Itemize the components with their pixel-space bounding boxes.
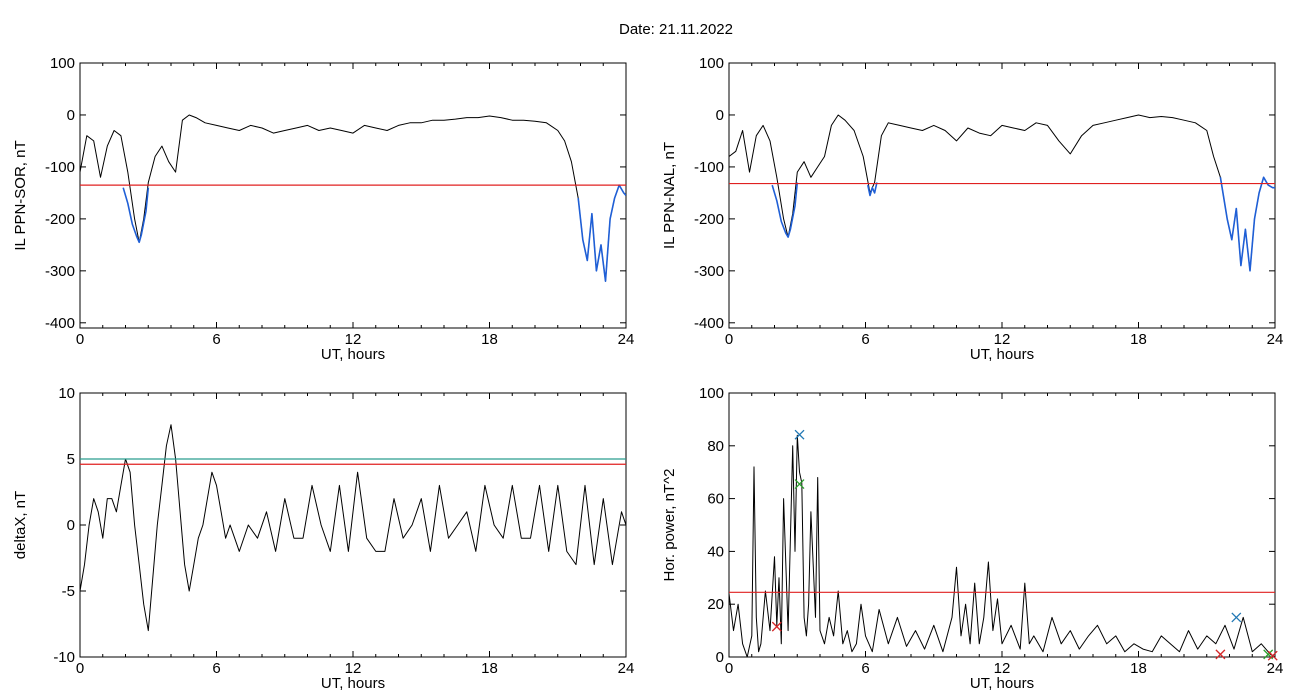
x-axis-label: UT, hours: [970, 675, 1034, 692]
y-tick-label: -400: [45, 315, 75, 332]
chart-panel-deltax: 0 6 12 18 24 10 5 0 -5 -10 UT, hours deltaX, nT: [12, 385, 634, 692]
x-tick-label: 6: [861, 331, 869, 348]
x-tick-label: 0: [725, 660, 733, 677]
y-tick-label: 0: [716, 649, 724, 666]
x-tick-label: 24: [618, 331, 635, 348]
x-marker: [1215, 649, 1226, 660]
x-tick-label: 12: [345, 660, 362, 677]
series-highlight-line: [1219, 176, 1275, 272]
y-tick-label: -200: [694, 211, 724, 228]
x-tick-label: 6: [861, 660, 869, 677]
series-line: [80, 114, 626, 282]
x-marker: [794, 429, 805, 440]
chart-panel-hor-power: 0 6 12 18 24 100 80 60 40 20 0 UT, hours Hor. power,…: [661, 385, 1283, 692]
x-tick-label: 0: [725, 331, 733, 348]
x-marker-stroke: [794, 479, 805, 490]
series-highlight-line: [122, 187, 150, 244]
series-highlight-line: [771, 182, 799, 238]
x-marker-stroke: [1267, 650, 1278, 661]
x-tick-label: 18: [481, 331, 498, 348]
y-tick-label: 100: [699, 55, 724, 72]
x-tick-label: 18: [481, 660, 498, 677]
y-tick-label: 0: [67, 517, 75, 534]
y-tick-label: -300: [694, 263, 724, 280]
x-marker-stroke: [794, 429, 805, 440]
x-marker-stroke: [1215, 649, 1226, 660]
y-axis-label: IL PPN-NAL, nT: [661, 142, 678, 249]
series-highlight-line: [577, 184, 626, 283]
y-tick-label: -5: [62, 583, 75, 600]
chart-panel-ppn-sor: 0 6 12 18 24 100 0 -100 -200 -300 -400 UT, hours IL …: [12, 55, 634, 363]
x-marker: [771, 621, 782, 632]
x-axis-label: UT, hours: [321, 675, 385, 692]
x-tick-label: 0: [76, 331, 84, 348]
y-axis-label: IL PPN-SOR, nT: [12, 140, 29, 250]
plot-area: [729, 114, 1275, 272]
x-tick-label: 12: [345, 331, 362, 348]
plot-frame: [79, 392, 627, 658]
plot-frame: [728, 62, 1276, 329]
y-tick-label: 10: [58, 385, 75, 402]
x-tick-label: 24: [618, 660, 635, 677]
y-tick-label: 60: [707, 491, 724, 508]
x-marker: [794, 479, 805, 490]
x-tick-label: 24: [1267, 331, 1284, 348]
x-tick-label: 6: [212, 660, 220, 677]
y-tick-label: -400: [694, 315, 724, 332]
y-tick-label: 40: [707, 543, 724, 560]
series-line: [729, 434, 1275, 657]
y-tick-label: 0: [716, 107, 724, 124]
series-highlight-line: [867, 182, 878, 197]
x-marker-stroke: [1231, 612, 1242, 623]
y-tick-label: 20: [707, 596, 724, 613]
series-line: [80, 424, 626, 632]
series-line: [729, 114, 1275, 272]
plot-area: [80, 114, 626, 283]
y-tick-label: 100: [699, 385, 724, 402]
y-axis-label: deltaX, nT: [12, 491, 29, 559]
plot-area: [80, 424, 626, 632]
y-tick-label: -300: [45, 263, 75, 280]
y-tick-label: -200: [45, 211, 75, 228]
x-tick-label: 0: [76, 660, 84, 677]
y-tick-label: 5: [67, 451, 75, 468]
x-tick-label: 18: [1130, 331, 1147, 348]
x-axis-label: UT, hours: [321, 346, 385, 363]
x-tick-label: 18: [1130, 660, 1147, 677]
y-tick-label: 80: [707, 438, 724, 455]
x-tick-label: 24: [1267, 660, 1284, 677]
x-tick-label: 12: [994, 660, 1011, 677]
x-marker: [1267, 650, 1278, 661]
date-title: Date: 21.11.2022: [619, 21, 733, 38]
y-tick-label: -100: [45, 159, 75, 176]
x-axis-label: UT, hours: [970, 346, 1034, 363]
x-tick-label: 12: [994, 331, 1011, 348]
y-tick-label: 0: [67, 107, 75, 124]
y-tick-label: -10: [53, 649, 75, 666]
x-marker-stroke: [771, 621, 782, 632]
x-marker: [1231, 612, 1242, 623]
plot-frame: [79, 62, 627, 329]
x-tick-label: 6: [212, 331, 220, 348]
y-tick-label: -100: [694, 159, 724, 176]
chart-panel-ppn-nal: 0 6 12 18 24 100 0 -100 -200 -300 -400 UT, hours IL …: [661, 55, 1283, 363]
y-tick-label: 100: [50, 55, 75, 72]
y-axis-label: Hor. power, nT^2: [661, 469, 678, 582]
x-marker-stroke: [1263, 649, 1274, 660]
plot-area: [729, 434, 1275, 657]
